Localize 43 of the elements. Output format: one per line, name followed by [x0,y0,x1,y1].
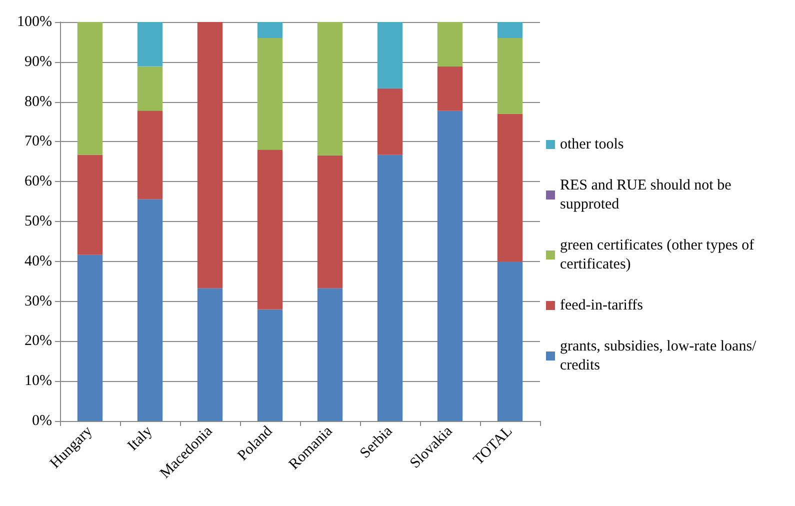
y-tick-label: 60% [24,174,52,190]
bar [137,22,163,66]
bar [257,309,283,421]
bar [497,114,523,262]
legend-label: feed-in-tariffs [560,298,644,314]
y-tick-label: 30% [24,293,52,310]
legend-label: grants, subsidies, low-rate loans/credits [560,338,758,374]
legend-label: other tools [560,136,624,152]
bar [137,110,163,200]
y-tick-label: 80% [24,94,52,110]
y-tick-label: 20% [24,333,52,350]
y-tick-label: 50% [24,214,52,230]
bar [377,88,403,155]
bar [317,288,343,421]
bar [137,199,163,421]
y-tick-label: 90% [24,54,52,70]
bar [77,254,103,421]
bar [377,22,403,88]
y-tick-label: 40% [24,253,52,270]
bar [257,38,283,150]
y-tick-label: 10% [24,373,52,390]
y-tick-label: 0% [32,413,52,429]
bar [137,66,163,111]
bar [377,154,403,421]
bar [317,155,343,288]
bar [77,154,103,255]
bar [257,150,283,310]
bar [497,38,523,114]
bar [497,22,523,38]
bar [497,261,523,421]
bar [257,22,283,38]
bar [197,288,223,421]
bar [317,22,343,156]
legend-label: RES and RUE should not be supproted [560,178,735,212]
bar [437,66,463,111]
bar [437,110,463,421]
y-tick-label: 70% [24,134,52,150]
bar [437,22,463,66]
x-tick-label: Italy [124,422,156,454]
bar [77,22,103,155]
legend-label: green certificates (other types of certificates) [560,238,758,272]
y-tick-label: 100% [17,14,52,30]
bar [197,22,223,288]
